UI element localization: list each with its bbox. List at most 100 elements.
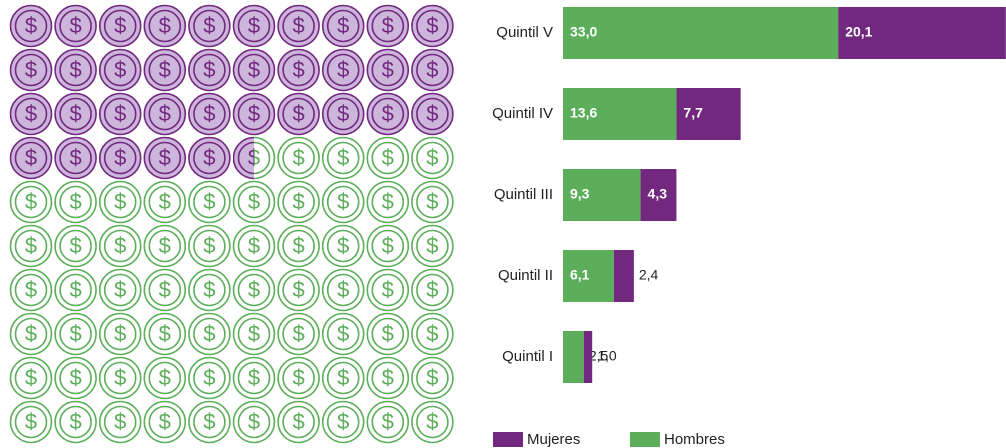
coin: $$	[233, 136, 276, 180]
svg-text:$: $	[426, 145, 438, 170]
coin: $	[232, 268, 276, 312]
category-label: Quintil I	[502, 348, 553, 365]
coin: $	[411, 224, 454, 268]
svg-text:$: $	[382, 101, 394, 126]
coin: $	[54, 400, 97, 444]
coin: $	[321, 356, 365, 400]
coin: $	[143, 268, 187, 312]
bar-segment	[676, 88, 741, 140]
coin: $	[277, 4, 320, 48]
legend-swatch	[493, 432, 523, 447]
coin: $	[143, 356, 187, 400]
svg-text:$: $	[292, 145, 304, 170]
svg-text:$: $	[25, 189, 37, 214]
svg-text:$: $	[69, 365, 81, 390]
coin: $	[54, 48, 97, 92]
svg-text:$: $	[114, 409, 126, 434]
coin: $	[54, 224, 97, 268]
bar-segment	[563, 331, 584, 383]
svg-text:$: $	[426, 277, 438, 302]
legend-swatch	[630, 432, 660, 447]
svg-text:$: $	[203, 13, 215, 38]
category-label: Quintil IV	[492, 105, 553, 122]
coin: $	[321, 48, 365, 92]
svg-text:$: $	[25, 57, 37, 82]
coin: $	[411, 180, 454, 224]
coin: $	[98, 268, 142, 312]
svg-text:$: $	[426, 409, 438, 434]
coin: $	[143, 136, 187, 180]
coin: $	[411, 48, 454, 92]
svg-text:$: $	[114, 57, 126, 82]
svg-text:$: $	[337, 13, 349, 38]
coin: $	[188, 136, 231, 180]
coin: $	[54, 4, 97, 48]
coin: $	[54, 136, 97, 180]
svg-text:$: $	[203, 409, 215, 434]
svg-text:$: $	[426, 189, 438, 214]
legend-label: Mujeres	[527, 431, 580, 448]
svg-text:$: $	[337, 277, 349, 302]
value-label: 1,0	[597, 348, 617, 364]
bar-segment	[640, 169, 677, 221]
svg-text:$: $	[382, 13, 394, 38]
coin: $	[366, 312, 410, 356]
coin: $	[321, 268, 365, 312]
coin: $	[98, 136, 142, 180]
svg-text:$: $	[337, 233, 349, 258]
coin: $	[277, 224, 320, 268]
svg-text:$: $	[248, 321, 260, 346]
coin: $	[9, 224, 53, 268]
coin: $	[321, 180, 365, 224]
coin: $	[321, 4, 365, 48]
svg-text:$: $	[203, 145, 215, 170]
svg-text:$: $	[25, 277, 37, 302]
svg-text:$: $	[292, 57, 304, 82]
svg-text:$: $	[382, 57, 394, 82]
svg-text:$: $	[114, 13, 126, 38]
svg-text:$: $	[25, 409, 37, 434]
bar-segment	[563, 169, 641, 221]
coin: $	[366, 180, 410, 224]
coin: $	[411, 92, 454, 136]
coin: $	[277, 136, 320, 180]
svg-text:$: $	[382, 145, 394, 170]
value-label: 33,0	[570, 24, 597, 40]
coin: $	[321, 224, 365, 268]
svg-text:$: $	[159, 57, 171, 82]
svg-text:$: $	[337, 409, 349, 434]
coin: $	[9, 356, 53, 400]
svg-text:$: $	[426, 101, 438, 126]
svg-text:$: $	[382, 189, 394, 214]
coin: $	[366, 48, 410, 92]
svg-text:$: $	[248, 145, 260, 170]
coin: $	[143, 48, 187, 92]
svg-text:$: $	[426, 13, 438, 38]
coin: $	[143, 224, 187, 268]
bar-segment	[583, 331, 593, 383]
coin: $	[98, 356, 142, 400]
coin: $	[411, 312, 454, 356]
svg-text:$: $	[114, 101, 126, 126]
svg-text:$: $	[203, 57, 215, 82]
svg-text:$: $	[337, 145, 349, 170]
svg-text:$: $	[426, 233, 438, 258]
coin: $	[321, 92, 365, 136]
coin: $	[188, 224, 231, 268]
svg-text:$: $	[159, 321, 171, 346]
coin: $	[188, 268, 231, 312]
coin: $	[321, 136, 365, 180]
value-label: 2,4	[639, 267, 659, 283]
svg-text:$: $	[292, 189, 304, 214]
svg-text:$: $	[159, 277, 171, 302]
svg-text:$: $	[25, 233, 37, 258]
coin: $	[366, 356, 410, 400]
coin: $	[366, 92, 410, 136]
coin: $	[321, 400, 365, 444]
coin: $	[188, 92, 231, 136]
coin: $	[277, 312, 320, 356]
svg-text:$: $	[426, 57, 438, 82]
coin: $	[277, 400, 320, 444]
value-label: 6,1	[570, 267, 590, 283]
